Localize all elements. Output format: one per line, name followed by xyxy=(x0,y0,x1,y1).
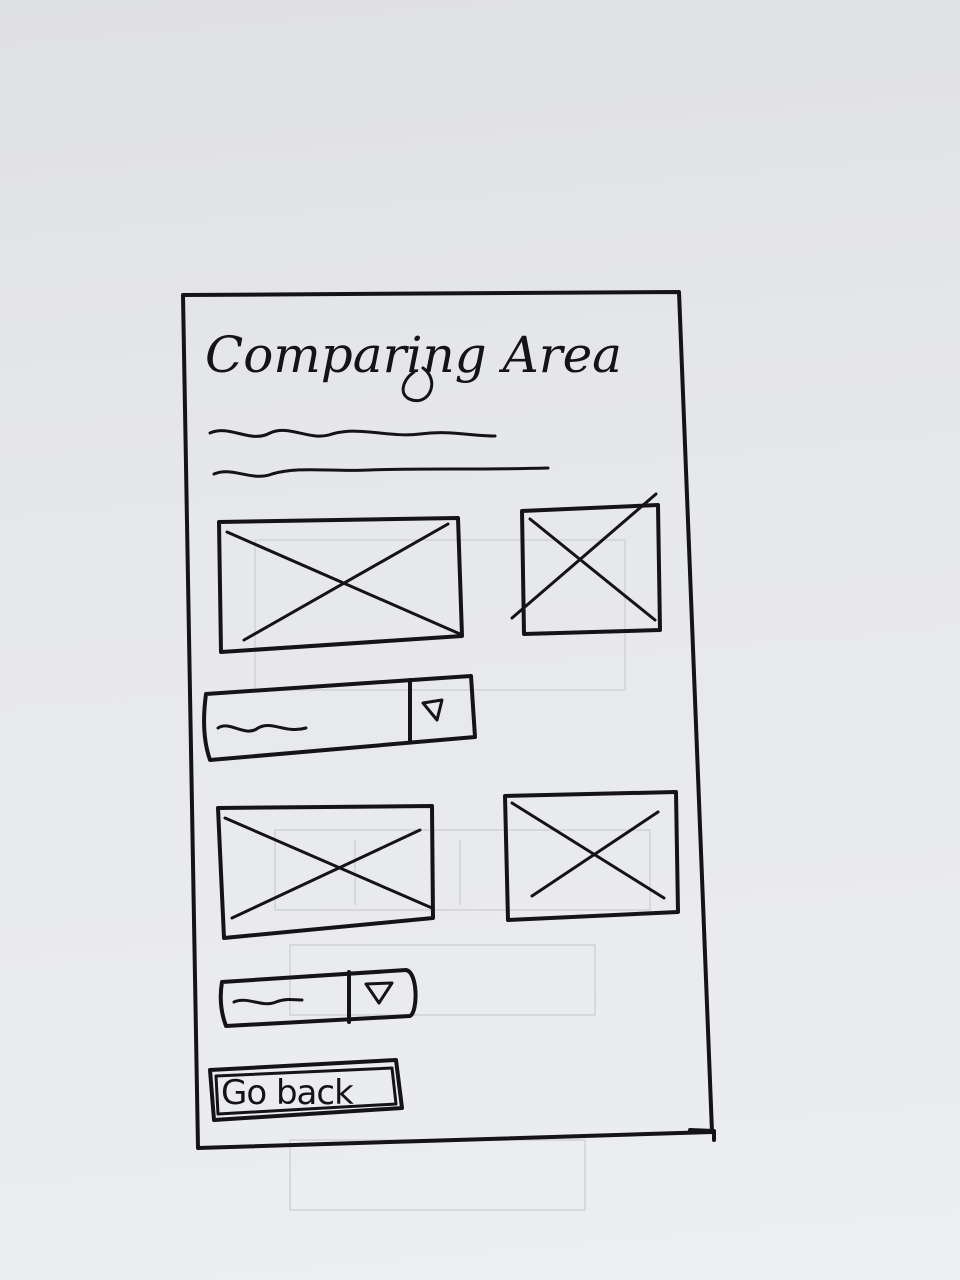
dropdown-value-line-2 xyxy=(232,998,304,1006)
dropdown-value-line-1 xyxy=(216,723,308,733)
compare-image-main-2 xyxy=(216,804,435,940)
paper-show-through xyxy=(254,539,651,1211)
compare-image-side-1 xyxy=(510,492,662,636)
title-g-tail xyxy=(401,366,434,403)
go-back-label: Go back xyxy=(221,1073,354,1113)
compare-dropdown-1[interactable] xyxy=(202,674,477,762)
phone-frame xyxy=(181,290,716,1150)
triangle-down-icon xyxy=(364,981,394,1005)
go-back-button[interactable]: Go back xyxy=(208,1058,404,1122)
description-line-1 xyxy=(208,428,497,438)
compare-dropdown-2[interactable] xyxy=(218,968,418,1028)
compare-image-side-2 xyxy=(503,790,680,922)
compare-image-main-1 xyxy=(217,516,464,654)
description-line-2 xyxy=(212,466,550,478)
page-title: Comparing Area xyxy=(205,326,622,384)
triangle-down-icon xyxy=(421,698,444,722)
